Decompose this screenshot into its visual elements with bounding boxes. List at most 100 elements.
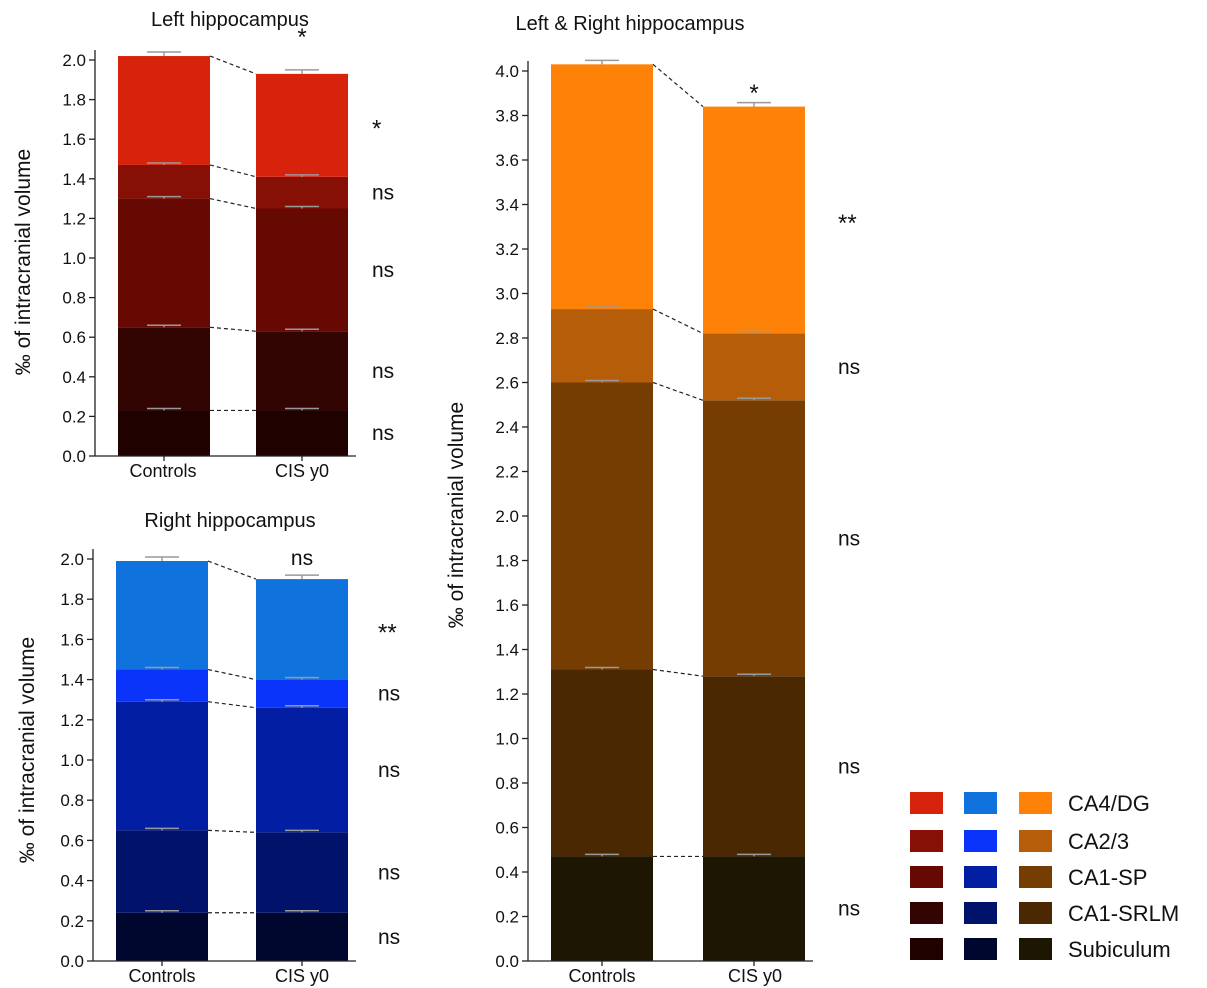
chart-title: Right hippocampus [144,510,315,532]
bar-segment [118,56,210,165]
legend-swatch [910,902,943,924]
legend-swatch [1019,830,1052,852]
y-tick-label: 0.4 [495,863,519,882]
bar-segment [116,912,208,961]
connector-line [652,668,704,677]
bar-segment [256,410,348,456]
connector-line [209,164,257,178]
chart-title: Left & Right hippocampus [515,13,744,35]
legend-label: CA4/DG [1068,791,1150,816]
y-tick-label: 2.4 [495,418,519,437]
x-tick-label: Controls [568,966,635,986]
significance-label: * [372,115,381,142]
significance-label: ns [378,926,400,949]
legend-label: CA2/3 [1068,829,1129,854]
legend-swatch [910,866,943,888]
bar-segment [256,208,348,332]
significance-label: ns [838,527,860,550]
y-tick-label: 0.6 [495,819,519,838]
bar-segment [116,701,208,831]
x-tick-label: CIS y0 [728,966,782,986]
y-tick-label: 0.0 [495,952,519,971]
legend-swatch [1019,902,1052,924]
y-tick-label: 0.6 [62,328,86,347]
y-tick-label: 3.8 [495,107,519,126]
legend-swatch [1019,938,1052,960]
bar-segment [118,410,210,456]
y-tick-label: 2.0 [62,51,86,70]
legend-swatch [1019,866,1052,888]
bar-segment [551,64,653,310]
x-tick-label: Controls [129,461,196,481]
y-tick-label: 1.6 [495,596,519,615]
y-tick-label: 1.4 [495,641,519,660]
y-tick-label: 1.8 [60,590,84,609]
y-tick-label: 1.2 [495,685,519,704]
connector-line [209,55,257,75]
legend-swatch [910,792,943,814]
significance-label: ** [378,619,397,646]
bar-segment [551,382,653,670]
significance-label: ns [378,683,400,706]
significance-label: ns [372,422,394,445]
bar-segment [551,669,653,857]
legend-swatch [910,830,943,852]
significance-label: ns [372,360,394,383]
bar-segment [256,579,348,680]
significance-label: ns [838,898,860,921]
y-tick-label: 2.2 [495,463,519,482]
connector-line [209,198,257,210]
bar-segment [703,400,805,677]
y-tick-label: 0.0 [60,952,84,971]
y-tick-label: 4.0 [495,62,519,81]
y-axis-label: ‰ of intracranial volume [16,637,39,863]
y-tick-label: 1.4 [60,671,84,690]
y-tick-label: 1.2 [60,711,84,730]
y-tick-label: 0.8 [495,774,519,793]
y-tick-label: 0.2 [495,908,519,927]
legend-label: CA1-SRLM [1068,901,1179,926]
legend-label: Subiculum [1068,937,1171,962]
y-tick-label: 1.6 [62,130,86,149]
connector-line [207,701,257,709]
bar-segment [256,331,348,411]
y-tick-label: 0.2 [60,912,84,931]
bar-segment [118,327,210,411]
bar-segment [551,856,653,961]
bar-segment [703,856,805,961]
legend-swatch [910,938,943,960]
legend-swatch [964,830,997,852]
y-tick-label: 0.0 [62,447,86,466]
y-tick-label: 1.4 [62,170,86,189]
y-tick-label: 2.8 [495,329,519,348]
bar-segment [256,912,348,961]
connector-line [207,829,257,833]
legend-swatch [964,792,997,814]
y-axis-label: ‰ of intracranial volume [12,149,35,375]
bar-segment [118,198,210,328]
y-tick-label: 0.8 [60,791,84,810]
y-tick-label: 0.4 [62,368,86,387]
chart-title: Left hippocampus [151,9,309,31]
legend-swatch [964,938,997,960]
total-significance-label: * [297,24,306,51]
significance-label: ns [838,755,860,778]
y-tick-label: 0.4 [60,872,84,891]
significance-label: ns [838,356,860,379]
significance-label: ns [378,862,400,885]
significance-label: ** [838,210,857,237]
y-tick-label: 3.6 [495,151,519,170]
y-tick-label: 0.8 [62,289,86,308]
legend-swatch [964,902,997,924]
bar-segment [256,707,348,833]
x-tick-label: CIS y0 [275,966,329,986]
bar-segment [116,830,208,913]
legend-swatch [1019,792,1052,814]
connector-line [207,560,257,580]
y-tick-label: 3.4 [495,196,519,215]
y-tick-label: 1.0 [62,249,86,268]
y-tick-label: 1.0 [495,730,519,749]
y-tick-label: 1.8 [495,552,519,571]
y-tick-label: 3.0 [495,285,519,304]
total-significance-label: * [749,80,758,107]
